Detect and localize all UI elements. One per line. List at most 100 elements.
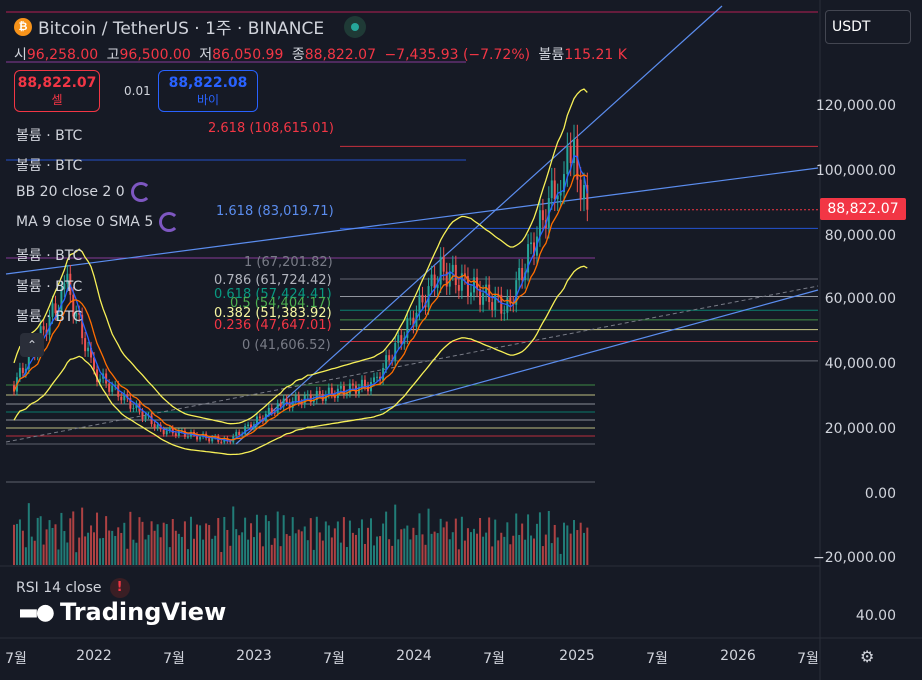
indicator-volume-4[interactable]: 볼륨 · BTC (16, 276, 82, 296)
candle-body (318, 390, 321, 395)
spread-value: 0.01 (124, 84, 151, 98)
volume-bar (544, 534, 547, 565)
volume-bar (117, 527, 120, 565)
volume-bar (488, 517, 491, 565)
volume-bar (153, 530, 156, 565)
currency-select[interactable]: USDT (825, 10, 911, 44)
candle-body (397, 335, 400, 343)
volume-bar (220, 552, 223, 565)
candle-body (54, 303, 57, 314)
candle-body (321, 394, 324, 401)
market-status-icon[interactable] (344, 15, 367, 38)
candle-body (211, 437, 214, 442)
indicator-volume-2[interactable]: 볼륨 · BTC (16, 155, 82, 175)
tradingview-logo[interactable]: ▬● TradingView (18, 598, 226, 626)
candle-body (433, 274, 436, 288)
volume-bar (39, 516, 42, 565)
indicator-label: 볼륨 · BTC (16, 279, 83, 295)
symbol-legend[interactable]: ₿ Bitcoin / TetherUS · 1주 · BINANCE (14, 14, 367, 39)
candle-body (247, 424, 250, 427)
volume-bar (273, 538, 276, 565)
indicator-bb[interactable]: BB 20 close 2 0 (16, 182, 151, 202)
volume-bar (586, 527, 589, 565)
close-label: 종 (291, 47, 305, 63)
candle-body (60, 289, 63, 312)
price-tick: −20,000.00 (813, 550, 896, 566)
volume-bar (342, 517, 345, 565)
candle-body (226, 438, 229, 442)
volume-bar (63, 531, 66, 565)
volume-bar (144, 539, 147, 565)
candle-body (563, 174, 565, 193)
price-tick: 80,000.00 (824, 228, 896, 244)
candle-body (177, 431, 180, 436)
volume-bar (156, 524, 159, 565)
fib-level-1: 1 (67,201.82) (244, 255, 333, 270)
candle-body (165, 430, 168, 435)
volume-bar (336, 521, 339, 565)
candle-body (500, 294, 503, 314)
candle-body (382, 367, 385, 381)
volume-bar (579, 522, 582, 565)
candle-body (135, 404, 138, 409)
fib-level-0786: 0.786 (61,724.42) (214, 273, 332, 288)
volume-bar (33, 540, 36, 565)
time-tick: 2026 (720, 648, 756, 664)
volume-bar (369, 518, 372, 565)
volume-bar (550, 543, 553, 565)
volume-bar (180, 536, 183, 565)
bitcoin-icon: ₿ (14, 17, 32, 36)
candle-body (485, 284, 488, 294)
candle-body (388, 355, 391, 360)
sell-button[interactable]: 88,822.07 셀 (14, 70, 100, 112)
volume-bar (135, 542, 138, 565)
candle-body (18, 367, 21, 378)
candle-body (373, 377, 375, 383)
candle-body (199, 436, 202, 440)
volume-bar (300, 531, 303, 565)
candle-body (439, 256, 442, 285)
candle-body (521, 267, 524, 281)
volume-bar (583, 532, 585, 565)
candle-body (288, 402, 291, 408)
candle-body (150, 415, 153, 425)
candle-body (527, 244, 530, 273)
volume-bar (21, 530, 24, 565)
bb-lower (13, 265, 588, 456)
high-label: 고 (106, 47, 120, 63)
volume-bar (165, 524, 168, 565)
candle-body (244, 426, 247, 434)
volume-bar (171, 519, 174, 565)
warning-icon[interactable]: ! (109, 578, 130, 598)
candle-body (186, 436, 189, 438)
indicator-volume-5[interactable]: 볼륨 · BTC (16, 306, 82, 326)
candle-body (336, 388, 339, 399)
candle-body (566, 146, 569, 175)
rsi-legend[interactable]: RSI 14 close ! (16, 578, 130, 598)
collapse-legend-icon[interactable]: ⌃ (20, 333, 44, 357)
volume-bar (183, 521, 186, 565)
indicator-label: 볼륨 · BTC (16, 128, 83, 144)
volume-bar (30, 536, 33, 565)
indicator-volume-1[interactable]: 볼륨 · BTC (16, 125, 82, 145)
candle-body (42, 326, 45, 330)
candle-body (394, 342, 397, 361)
candle-body (51, 303, 54, 317)
indicator-label: BB 20 close 2 0 (16, 184, 125, 200)
price-tick: 60,000.00 (824, 291, 896, 307)
candle-body (174, 433, 177, 436)
buy-button[interactable]: 88,822.08 바이 (158, 70, 258, 112)
volume-bar (556, 537, 559, 565)
settings-gear-icon[interactable]: ⚙ (860, 647, 875, 666)
fib-level-05: 0.5 (54,404.17) (230, 296, 332, 311)
candle-body (162, 429, 165, 435)
candle-body (530, 242, 533, 245)
volume-bar (147, 534, 150, 565)
indicator-volume-3[interactable]: 볼륨 · BTC (16, 245, 82, 265)
price-tick: 20,000.00 (824, 421, 896, 437)
volume-bar (270, 544, 273, 565)
indicator-ma[interactable]: MA 9 close 0 SMA 5 (16, 212, 180, 232)
volume-bar (354, 534, 357, 565)
sell-price: 88,822.07 (17, 75, 97, 91)
